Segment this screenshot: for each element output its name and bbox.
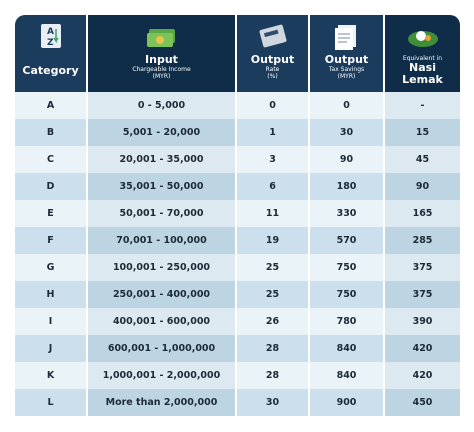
table-cell: 420 <box>385 335 460 362</box>
table-cell: 25 <box>237 281 310 308</box>
table-row: B 5,001 - 20,000 1 30 15 <box>15 119 460 146</box>
table-cell: D <box>15 173 88 200</box>
column-title: Output <box>250 53 295 66</box>
table-cell: I <box>15 308 88 335</box>
table-cell: 90 <box>310 146 385 173</box>
table-cell: 28 <box>237 335 310 362</box>
table-row: H 250,001 - 400,000 25 750 375 <box>15 281 460 308</box>
table-cell: 25 <box>237 254 310 281</box>
money-icon <box>146 29 175 47</box>
table-row: D 35,001 - 50,000 6 180 90 <box>15 173 460 200</box>
table-cell: 28 <box>237 362 310 389</box>
column-title: Output <box>324 53 369 66</box>
table-cell: 420 <box>385 362 460 389</box>
table-cell: 165 <box>385 200 460 227</box>
table-cell: 750 <box>310 254 385 281</box>
table-cell: 840 <box>310 335 385 362</box>
svg-text:Z: Z <box>47 38 54 48</box>
table-cell: 30 <box>237 389 310 416</box>
column-title: Lemak <box>402 73 443 86</box>
table-row: I 400,001 - 600,000 26 780 390 <box>15 308 460 335</box>
table-cell: 30 <box>310 119 385 146</box>
svg-text:A: A <box>47 27 54 37</box>
table-cell: 840 <box>310 362 385 389</box>
column-title: Equivalent in <box>402 55 443 62</box>
table-cell: 100,001 - 250,000 <box>88 254 237 281</box>
table-cell: - <box>385 92 460 119</box>
table-cell: 70,001 - 100,000 <box>88 227 237 254</box>
table-cell: 0 <box>237 92 310 119</box>
table-cell: L <box>15 389 88 416</box>
calculator-icon <box>259 24 286 48</box>
table-cell: F <box>15 227 88 254</box>
table-cell: 1,000,001 - 2,000,000 <box>88 362 237 389</box>
table-cell: 50,001 - 70,000 <box>88 200 237 227</box>
table-cell: 35,001 - 50,000 <box>88 173 237 200</box>
header-cell: Equivalent in Nasi Lemak <box>385 15 460 92</box>
table-row: K 1,000,001 - 2,000,000 28 840 420 <box>15 362 460 389</box>
column-subtitle: Tax Savings <box>328 66 365 73</box>
table-cell: 90 <box>385 173 460 200</box>
table-cell: 330 <box>310 200 385 227</box>
table-cell: 600,001 - 1,000,000 <box>88 335 237 362</box>
table-cell: 375 <box>385 254 460 281</box>
column-subtitle: (MYR) <box>337 73 356 80</box>
table-cell: 6 <box>237 173 310 200</box>
table-row: F 70,001 - 100,000 19 570 285 <box>15 227 460 254</box>
table-cell: 26 <box>237 308 310 335</box>
table-cell: 1 <box>237 119 310 146</box>
table-cell: 570 <box>310 227 385 254</box>
table-cell: 15 <box>385 119 460 146</box>
header-cell: Input Chargeable Income (MYR) <box>88 15 237 92</box>
table-cell: C <box>15 146 88 173</box>
table-cell: 5,001 - 20,000 <box>88 119 237 146</box>
sort-icon: AZ <box>40 24 61 48</box>
document-icon <box>334 25 356 50</box>
table-cell: B <box>15 119 88 146</box>
table-cell: 250,001 - 400,000 <box>88 281 237 308</box>
table-cell: 0 <box>310 92 385 119</box>
table-cell: G <box>15 254 88 281</box>
header-cell: Output Tax Savings (MYR) <box>310 15 385 92</box>
table-cell: 19 <box>237 227 310 254</box>
table-cell: 20,001 - 35,000 <box>88 146 237 173</box>
table-row: C 20,001 - 35,000 3 90 45 <box>15 146 460 173</box>
table-row: G 100,001 - 250,000 25 750 375 <box>15 254 460 281</box>
table-cell: J <box>15 335 88 362</box>
column-subtitle: Rate <box>265 66 280 73</box>
table-cell: 375 <box>385 281 460 308</box>
column-subtitle: (%) <box>267 73 278 80</box>
table-cell: 3 <box>237 146 310 173</box>
table-cell: 400,001 - 600,000 <box>88 308 237 335</box>
table-cell: K <box>15 362 88 389</box>
table-cell: A <box>15 92 88 119</box>
column-subtitle: (MYR) <box>152 73 171 80</box>
table-cell: 0 - 5,000 <box>88 92 237 119</box>
table-row: J 600,001 - 1,000,000 28 840 420 <box>15 335 460 362</box>
column-title: Nasi <box>409 61 436 74</box>
table-row: L More than 2,000,000 30 900 450 <box>15 389 460 416</box>
table-cell: 11 <box>237 200 310 227</box>
table-cell: 900 <box>310 389 385 416</box>
table-cell: E <box>15 200 88 227</box>
table-cell: 180 <box>310 173 385 200</box>
table-cell: 390 <box>385 308 460 335</box>
table-cell: 450 <box>385 389 460 416</box>
header-cell: Output Rate (%) <box>237 15 310 92</box>
table-cell: 780 <box>310 308 385 335</box>
table-cell: H <box>15 281 88 308</box>
nasi-lemak-icon <box>407 31 438 47</box>
table-cell: 285 <box>385 227 460 254</box>
table-row: E 50,001 - 70,000 11 330 165 <box>15 200 460 227</box>
table-cell: 45 <box>385 146 460 173</box>
table-cell: 750 <box>310 281 385 308</box>
column-subtitle: Chargeable Income <box>132 66 191 73</box>
column-title: Category <box>22 64 79 77</box>
table-cell: More than 2,000,000 <box>88 389 237 416</box>
column-title: Input <box>145 53 178 66</box>
